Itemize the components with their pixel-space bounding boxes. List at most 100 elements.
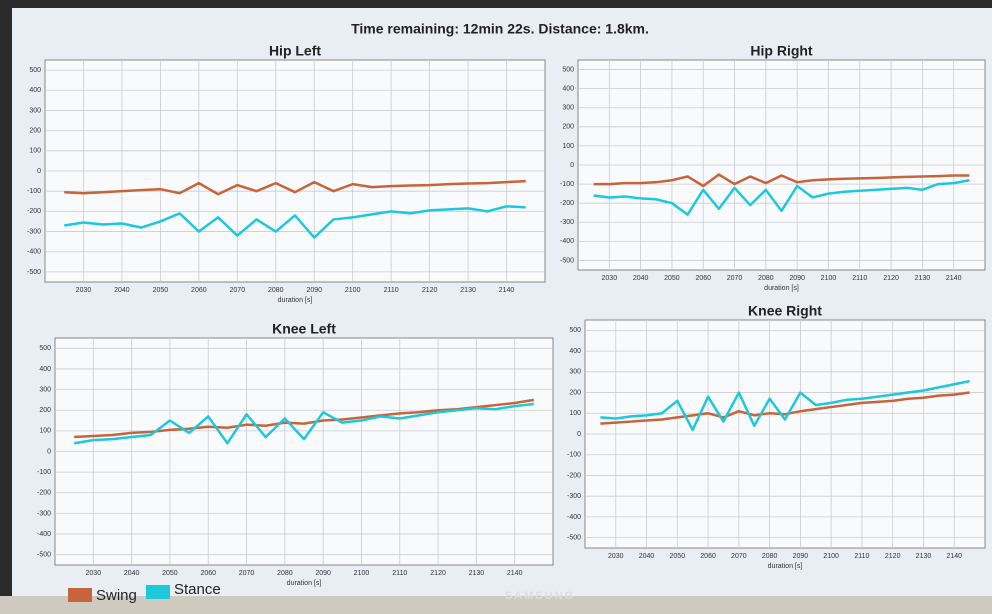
y-tick-label: 200 xyxy=(562,124,574,131)
x-tick-label: 2040 xyxy=(639,553,655,560)
x-tick-label: 2130 xyxy=(916,553,932,560)
x-axis-label: duration [s] xyxy=(768,563,803,570)
y-tick-label: -100 xyxy=(37,469,51,476)
x-tick-label: 2110 xyxy=(854,553,869,560)
x-tick-label: 2040 xyxy=(114,287,130,294)
x-tick-label: 2060 xyxy=(191,287,207,294)
x-tick-label: 2080 xyxy=(277,570,293,577)
x-tick-label: 2070 xyxy=(239,570,255,577)
y-tick-label: 300 xyxy=(29,107,41,114)
screen-photo: Time remaining: 12min 22s. Distance: 1.8… xyxy=(0,0,992,614)
panel-title: Hip Right xyxy=(750,43,813,59)
y-tick-label: 300 xyxy=(562,105,574,112)
y-tick-label: 0 xyxy=(37,168,41,175)
y-tick-label: 100 xyxy=(29,148,41,155)
y-tick-label: 500 xyxy=(569,327,581,334)
y-tick-label: -300 xyxy=(27,228,41,235)
x-tick-label: 2070 xyxy=(230,287,246,294)
x-tick-label: 2070 xyxy=(727,275,743,282)
page: {"status": "Time remaining: 12min 22s. D… xyxy=(0,0,992,614)
x-tick-label: 2140 xyxy=(946,275,962,282)
y-tick-label: -100 xyxy=(27,188,41,195)
y-tick-label: 500 xyxy=(29,67,41,74)
y-tick-label: 100 xyxy=(39,428,51,435)
legend-label: Stance xyxy=(174,581,221,598)
y-tick-label: 400 xyxy=(29,87,41,94)
y-tick-label: -100 xyxy=(560,181,574,188)
y-tick-label: 0 xyxy=(47,448,51,455)
y-tick-label: -500 xyxy=(567,534,581,541)
x-tick-label: 2050 xyxy=(670,553,686,560)
status-text: Time remaining: 12min 22s. Distance: 1.8… xyxy=(351,21,649,37)
x-tick-label: 2120 xyxy=(885,553,901,560)
x-tick-label: 2030 xyxy=(608,553,624,560)
y-tick-label: -300 xyxy=(37,510,51,517)
x-tick-label: 2120 xyxy=(883,275,899,282)
x-tick-label: 2130 xyxy=(460,287,476,294)
y-tick-label: 300 xyxy=(39,386,51,393)
y-tick-label: 0 xyxy=(577,431,581,438)
legend-swatch xyxy=(146,585,170,599)
y-tick-label: 500 xyxy=(39,345,51,352)
x-tick-label: 2060 xyxy=(200,570,216,577)
y-tick-label: 400 xyxy=(569,348,581,355)
y-tick-label: 200 xyxy=(29,127,41,134)
x-tick-label: 2040 xyxy=(633,275,649,282)
y-tick-label: -100 xyxy=(567,452,581,459)
y-tick-label: 400 xyxy=(39,366,51,373)
y-tick-label: -400 xyxy=(560,238,574,245)
brand-label: SAMSUNG xyxy=(505,590,575,602)
x-tick-label: 2130 xyxy=(915,275,931,282)
panel-title: Knee Right xyxy=(748,303,822,319)
y-tick-label: 400 xyxy=(562,85,574,92)
x-tick-label: 2080 xyxy=(268,287,284,294)
x-tick-label: 2090 xyxy=(793,553,809,560)
x-tick-label: 2070 xyxy=(731,553,747,560)
x-axis-label: duration [s] xyxy=(278,297,313,304)
y-tick-label: 300 xyxy=(569,369,581,376)
x-tick-label: 2140 xyxy=(499,287,515,294)
x-tick-label: 2100 xyxy=(354,570,370,577)
legend-label: Swing xyxy=(96,587,137,604)
y-tick-label: -500 xyxy=(560,257,574,264)
x-tick-label: 2050 xyxy=(664,275,680,282)
x-tick-label: 2110 xyxy=(392,570,407,577)
y-tick-label: 100 xyxy=(562,143,574,150)
x-tick-label: 2140 xyxy=(946,553,962,560)
x-tick-label: 2110 xyxy=(384,287,399,294)
x-tick-label: 2090 xyxy=(306,287,322,294)
x-tick-label: 2100 xyxy=(345,287,361,294)
x-axis-label: duration [s] xyxy=(764,285,799,292)
x-axis-label: duration [s] xyxy=(287,580,322,587)
y-tick-label: -400 xyxy=(37,531,51,538)
y-tick-label: -500 xyxy=(27,269,41,276)
y-tick-label: -300 xyxy=(567,493,581,500)
panel-title: Hip Left xyxy=(269,43,321,59)
x-tick-label: 2100 xyxy=(823,553,839,560)
x-tick-label: 2140 xyxy=(507,570,523,577)
x-tick-label: 2120 xyxy=(422,287,438,294)
x-tick-label: 2030 xyxy=(602,275,618,282)
y-tick-label: -200 xyxy=(567,472,581,479)
x-tick-label: 2050 xyxy=(162,570,178,577)
x-tick-label: 2060 xyxy=(700,553,716,560)
x-tick-label: 2050 xyxy=(153,287,169,294)
y-tick-label: 200 xyxy=(39,407,51,414)
x-tick-label: 2040 xyxy=(124,570,140,577)
x-tick-label: 2100 xyxy=(821,275,837,282)
legend-swatch xyxy=(68,588,92,602)
x-tick-label: 2030 xyxy=(86,570,102,577)
y-tick-label: -500 xyxy=(37,552,51,559)
y-tick-label: -400 xyxy=(567,514,581,521)
x-tick-label: 2080 xyxy=(758,275,774,282)
y-tick-label: -400 xyxy=(27,249,41,256)
y-tick-label: -200 xyxy=(560,200,574,207)
x-tick-label: 2060 xyxy=(695,275,711,282)
y-tick-label: 0 xyxy=(570,162,574,169)
panel-title: Knee Left xyxy=(272,321,336,337)
x-tick-label: 2120 xyxy=(430,570,446,577)
y-tick-label: -200 xyxy=(37,490,51,497)
y-tick-label: 200 xyxy=(569,389,581,396)
y-tick-label: 500 xyxy=(562,66,574,73)
x-tick-label: 2130 xyxy=(469,570,485,577)
